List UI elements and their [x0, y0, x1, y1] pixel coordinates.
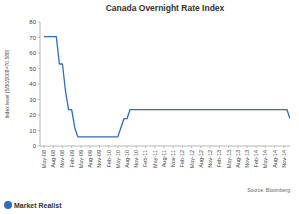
y-tick: [38, 130, 40, 131]
y-tick: [38, 115, 40, 116]
y-tick: [38, 37, 40, 38]
y-tick-label: 30: [29, 97, 36, 103]
x-tick-label: Aug-09: [87, 150, 93, 168]
x-tick-label: Nov-13: [244, 150, 250, 168]
x-tick-label: Feb-12: [179, 150, 185, 167]
x-tick: [80, 146, 81, 148]
rate-line: [44, 37, 290, 137]
x-tick-label: Aug-08: [50, 150, 56, 168]
y-tick: [38, 84, 40, 85]
x-tick: [145, 146, 146, 148]
x-tick: [274, 146, 275, 148]
x-tick: [265, 146, 266, 148]
x-tick: [62, 146, 63, 148]
y-tick-label: 0: [33, 143, 37, 149]
x-tick-label: May-13: [226, 150, 232, 168]
x-tick: [108, 146, 109, 148]
x-tick: [127, 146, 128, 148]
x-tick: [182, 146, 183, 148]
x-tick-label: May-12: [189, 150, 195, 168]
x-tick-label: May-11: [152, 150, 158, 168]
brand-icon: [4, 201, 12, 209]
x-tick: [163, 146, 164, 148]
x-tick-label: Nov-11: [170, 150, 176, 167]
x-tick-label: May-14: [262, 150, 268, 168]
x-tick-label: Aug-11: [161, 150, 167, 167]
x-tick-label: Feb-13: [216, 150, 222, 167]
x-tick: [53, 146, 54, 148]
x-tick-label: Feb-09: [69, 150, 75, 167]
y-tick-label: 20: [29, 112, 36, 118]
y-axis-label: Index level (5/30/2008=70.588): [4, 49, 10, 118]
x-tick-label: Nov-09: [96, 150, 102, 168]
x-tick: [256, 146, 257, 148]
y-tick-label: 80: [29, 19, 36, 25]
x-tick-label: May-09: [78, 150, 84, 168]
x-tick: [283, 146, 284, 148]
x-tick: [191, 146, 192, 148]
y-tick: [38, 53, 40, 54]
source: Source: Bloomberg: [247, 187, 290, 193]
x-tick: [154, 146, 155, 148]
x-tick-label: Nov-14: [281, 150, 287, 168]
x-tick-label: Feb-10: [106, 150, 112, 167]
y-tick: [38, 146, 40, 147]
x-tick: [173, 146, 174, 148]
x-tick: [246, 146, 247, 148]
y-tick: [38, 68, 40, 69]
x-tick: [71, 146, 72, 148]
x-tick-label: Nov-08: [59, 150, 65, 168]
x-tick-label: Aug-13: [235, 150, 241, 168]
x-tick-label: Feb-11: [142, 150, 148, 167]
y-tick: [38, 22, 40, 23]
chart-svg: Canada Overnight Rate Index Index level (…: [0, 0, 299, 214]
y-tick-label: 70: [29, 35, 36, 41]
x-tick-label: Nov-10: [133, 150, 139, 168]
x-tick-label: May-10: [115, 150, 121, 168]
x-tick: [237, 146, 238, 148]
x-tick: [44, 146, 45, 148]
brand: Market Realist: [14, 202, 62, 209]
x-tick: [200, 146, 201, 148]
title: Canada Overnight Rate Index: [106, 3, 225, 13]
y-tick-label: 40: [29, 81, 36, 87]
x-tick-label: Feb-14: [253, 150, 259, 167]
x-tick-label: May-08: [41, 150, 47, 168]
x-axis: [40, 146, 290, 147]
x-tick: [117, 146, 118, 148]
x-tick-label: Aug-14: [272, 150, 278, 168]
x-tick: [136, 146, 137, 148]
y-tick-label: 50: [29, 66, 36, 72]
y-tick-label: 60: [29, 50, 36, 56]
chart-container: Canada Overnight Rate Index Index level (…: [0, 0, 299, 214]
x-tick-label: Nov-12: [207, 150, 213, 168]
x-tick: [228, 146, 229, 148]
x-tick: [90, 146, 91, 148]
x-tick: [210, 146, 211, 148]
y-tick-label: 10: [29, 128, 36, 134]
x-tick: [219, 146, 220, 148]
plot-area: [44, 37, 290, 137]
x-tick-label: Aug-12: [198, 150, 204, 168]
x-tick: [99, 146, 100, 148]
x-tick-label: Aug-10: [124, 150, 130, 168]
y-tick: [38, 99, 40, 100]
